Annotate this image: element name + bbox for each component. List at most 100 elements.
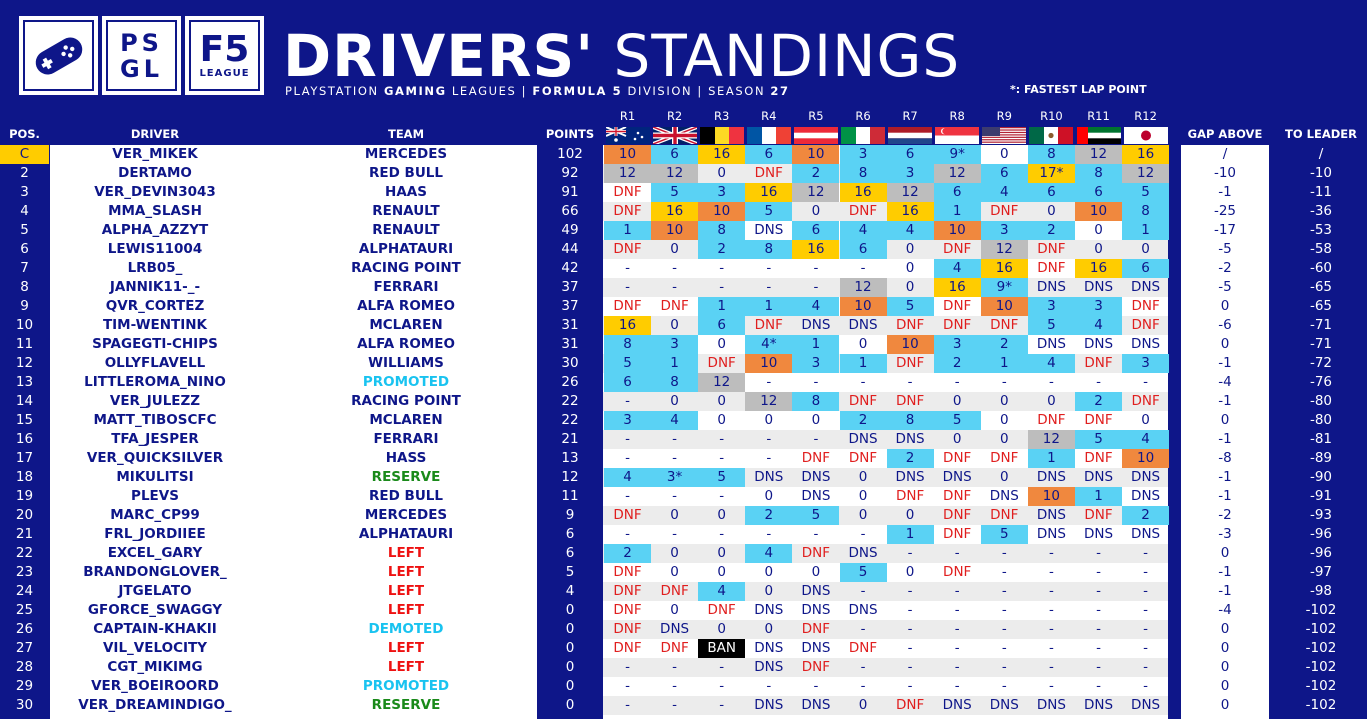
team-name: LEFT — [387, 545, 425, 561]
result-cell: 0 — [717, 165, 726, 181]
to-leader-cell: -102 — [1305, 697, 1337, 713]
driver-name: BRANDONGLOVER_ — [83, 564, 227, 580]
table-row: 3 VER_DEVIN3043 HAAS 91 DNF 5 3 16 12 16 12 6 4 6 6 5 -1… — [0, 183, 1367, 202]
result-cell: DNS — [1083, 526, 1114, 542]
points-cell: 102 — [557, 146, 583, 162]
team-name: PROMOTED — [362, 374, 450, 390]
table-row: 26 CAPTAIN-KHAKII DEMOTED 0 DNF DNS 0 0 DNF - - - - -… — [0, 620, 1367, 639]
result-cell: DNF — [943, 317, 972, 333]
result-cell: 10 — [839, 297, 887, 316]
team-name: FERRARI — [373, 279, 439, 295]
result-cell: - — [719, 279, 725, 295]
result-cell: 8 — [1075, 164, 1122, 183]
result-cell: 12 — [839, 278, 887, 297]
position-cell: 30 — [15, 697, 34, 713]
result-cell: 5 — [1027, 316, 1075, 335]
result-cell: - — [672, 678, 678, 694]
result-cell: 16 — [604, 316, 651, 335]
result-cell: - — [907, 602, 913, 618]
driver-name: FRL_JORDIIEE — [104, 526, 206, 542]
to-leader-cell: -53 — [1309, 222, 1333, 238]
team-name: DEMOTED — [368, 621, 444, 637]
result-cell: DNF — [613, 184, 642, 200]
result-cell: DNF — [707, 602, 736, 618]
result-cell: 1 — [604, 221, 651, 240]
driver-team-panel — [50, 145, 537, 719]
to-leader-cell: -102 — [1305, 659, 1337, 675]
to-leader-cell: -72 — [1309, 355, 1333, 371]
round-header-r10: R10 — [1040, 109, 1063, 123]
driver-name: GFORCE_SWAGGY — [87, 602, 223, 618]
result-cell: 5 — [886, 297, 934, 316]
result-cell: - — [672, 450, 678, 466]
position-cell: 27 — [15, 640, 34, 656]
row-stripe — [603, 658, 1168, 677]
to-leader-cell: / — [1318, 146, 1324, 162]
to-leader-cell: -98 — [1309, 583, 1333, 599]
result-cell: 0 — [764, 621, 774, 637]
result-cell: - — [672, 659, 678, 675]
result-cell: - — [1096, 602, 1101, 618]
result-cell: - — [1143, 602, 1149, 618]
position-cell: 29 — [15, 678, 34, 694]
result-cell: - — [766, 450, 772, 466]
team-name: MERCEDES — [364, 507, 448, 523]
result-cell: DNS — [1083, 469, 1114, 485]
gap-above-cell: 0 — [1220, 659, 1230, 675]
result-cell: - — [1001, 564, 1007, 580]
result-cell: 0 — [905, 507, 915, 523]
result-cell: BAN — [698, 639, 746, 658]
driver-name: VER_BOEIROORD — [91, 678, 219, 694]
result-cell: 4 — [1027, 354, 1075, 373]
result-cell: - — [1001, 374, 1007, 390]
driver-name: TIM-WENTINK — [102, 317, 208, 333]
australia-flag — [605, 126, 650, 144]
row-stripe — [603, 620, 1168, 639]
points-cell: 5 — [565, 564, 575, 580]
result-cell: - — [1048, 564, 1054, 580]
result-cell: DNF — [895, 488, 925, 504]
result-cell: 3 — [604, 411, 651, 430]
result-cell: DNS — [660, 621, 690, 637]
result-cell: 16 — [980, 259, 1028, 278]
driver-name: OLLYFLAVELL — [104, 355, 206, 371]
result-cell: 16 — [651, 202, 699, 221]
driver-name: VIL_VELOCITY — [102, 640, 207, 656]
round-header-r11: R11 — [1087, 109, 1110, 123]
result-cell: DNF — [613, 203, 642, 219]
team-name: RACING POINT — [351, 260, 461, 276]
result-cell: DNF — [848, 640, 878, 656]
result-cell: DNF — [613, 602, 642, 618]
result-cell: DNF — [613, 507, 642, 523]
result-cell: 1 — [745, 297, 793, 316]
round-header-r4: R4 — [761, 109, 777, 123]
table-row: 23 BRANDONGLOVER_ LEFT 5 DNF 0 0 0 0 5 0 DNF - - - - -1 -… — [0, 563, 1367, 582]
result-cell: DNF — [801, 450, 831, 466]
result-cell: 4 — [698, 582, 746, 601]
table-row: 9 QVR_CORTEZ ALFA ROMEO 37 DNF DNF 1 1 4 10 5 DNF 10… — [0, 297, 1367, 316]
driver-name: VER_DEVIN3043 — [94, 184, 216, 200]
result-cell: 8 — [651, 373, 699, 392]
result-cell: 12 — [604, 164, 651, 183]
gap-above-cell: -10 — [1213, 165, 1237, 181]
result-cell: 0 — [858, 469, 868, 485]
result-cell: - — [1001, 621, 1007, 637]
result-cell: 10 — [1027, 487, 1075, 506]
result-cell: 5 — [604, 354, 651, 373]
gap-above-cell: -1 — [1218, 583, 1232, 599]
result-cell: 16 — [839, 183, 887, 202]
result-cell: 4 — [839, 221, 887, 240]
result-cell: DNF — [707, 355, 736, 371]
position-cell: 22 — [15, 545, 34, 561]
to-leader-cell: -89 — [1309, 450, 1333, 466]
result-cell: 5 — [651, 183, 699, 202]
to-leader-cell: -80 — [1309, 393, 1333, 409]
result-cell: 5 — [1122, 183, 1170, 202]
result-cell: DNS — [1036, 469, 1066, 485]
result-cell: - — [813, 374, 819, 390]
result-cell: DNF — [990, 450, 1019, 466]
result-cell: 0 — [858, 697, 868, 713]
result-cell: - — [625, 488, 630, 504]
result-cell: - — [625, 279, 630, 295]
position-cell: 5 — [20, 222, 29, 238]
